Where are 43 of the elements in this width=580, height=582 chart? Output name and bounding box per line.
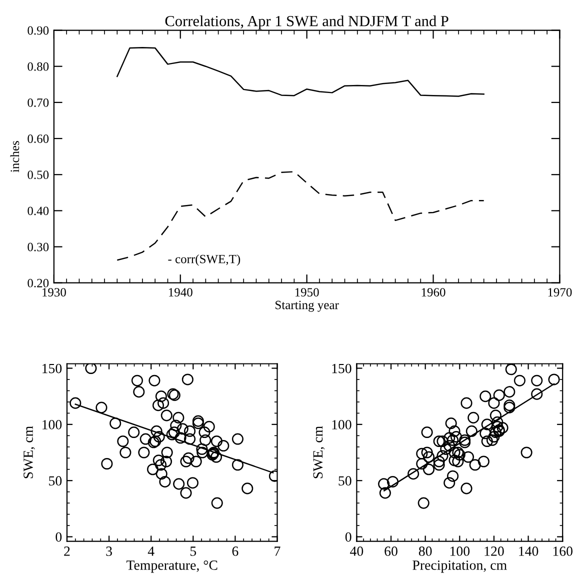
y-tick-label: 0.30 [28, 242, 49, 252]
x-tick-label: 120 [484, 546, 504, 556]
y-tick-label: 100 [332, 420, 352, 430]
y-tick-label: 100 [42, 420, 62, 430]
y-tick-label: 0 [345, 532, 352, 542]
y-tick-label: 0.90 [28, 26, 49, 35]
x-tick-label: 1940 [168, 288, 192, 297]
y-tick-label: 0 [56, 532, 62, 542]
x-tick-label: 1970 [548, 288, 572, 297]
y-tick-label: 0.80 [28, 62, 49, 71]
x-axis-title: Temperature, °C [126, 560, 218, 573]
x-tick-label: 160 [553, 546, 572, 556]
x-axis-title: Starting year [276, 300, 339, 312]
y-tick-label: 50 [338, 476, 352, 486]
x-tick-label: 2 [64, 546, 70, 556]
y-tick-label: 50 [49, 476, 62, 486]
x-tick-label: 5 [190, 546, 196, 556]
y-tick-label: 0.70 [28, 98, 49, 107]
y-axis-title: SWE, cm [313, 426, 325, 478]
x-tick-label: 1960 [422, 288, 446, 297]
y-axis-title: inches [10, 141, 20, 172]
x-tick-label: 7 [274, 546, 280, 556]
x-tick-label: 40 [350, 546, 364, 556]
y-tick-label: 0.60 [28, 134, 49, 144]
chart-title: Correlations, Apr 1 SWE and NDJFM T and P [165, 15, 448, 30]
x-tick-label: 100 [450, 546, 470, 556]
x-tick-label: 1950 [295, 288, 319, 297]
y-tick-label: 150 [42, 364, 62, 374]
x-tick-label: 140 [519, 546, 538, 556]
y-axis-title: SWE, cm [24, 426, 35, 478]
y-tick-label: 150 [332, 364, 352, 374]
x-tick-label: 80 [418, 546, 432, 556]
x-tick-label: 60 [384, 546, 398, 556]
x-tick-label: 3 [106, 546, 112, 556]
y-tick-label: 0.50 [28, 170, 49, 180]
x-axis-title: Precipitation, cm [412, 560, 507, 573]
y-tick-label: 0.20 [28, 278, 49, 288]
x-tick-label: 6 [232, 546, 238, 556]
x-tick-label: 1930 [42, 288, 66, 297]
y-tick-label: 0.40 [28, 206, 49, 216]
x-tick-label: 4 [148, 546, 154, 556]
annotation: - corr(SWE,T) [168, 254, 240, 266]
line-series [116, 46, 484, 97]
